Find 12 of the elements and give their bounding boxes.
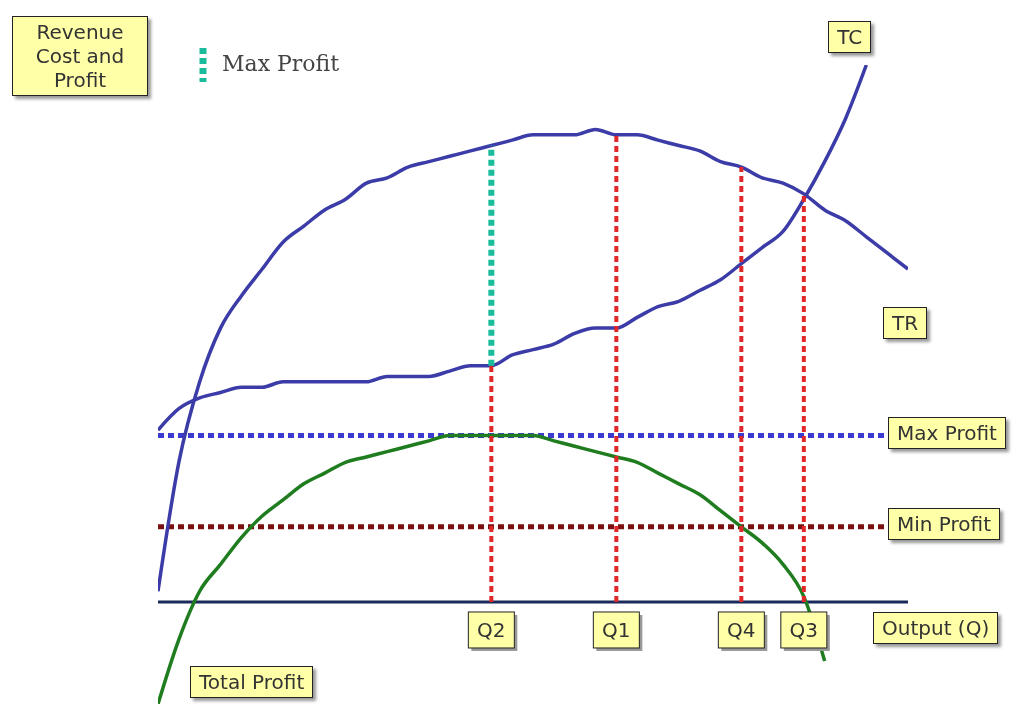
text: TR [883, 307, 928, 340]
x-tick-label: Q3 [789, 617, 819, 642]
y-axis-title: Revenue Cost and Profit [12, 16, 148, 96]
ref-line-label: Max Profit [888, 416, 1006, 449]
series-label: TC [828, 21, 872, 53]
series-label: Total Profit [190, 666, 314, 698]
legend-label: Max Profit [222, 50, 340, 76]
x-axis-title: Output (Q) [873, 611, 999, 644]
x-tick-label: Q4 [727, 617, 756, 642]
x-tick-label: Q2 [477, 617, 506, 642]
x-tick-label: Q1 [602, 617, 631, 642]
ref-line-label: Min Profit [888, 507, 1001, 540]
